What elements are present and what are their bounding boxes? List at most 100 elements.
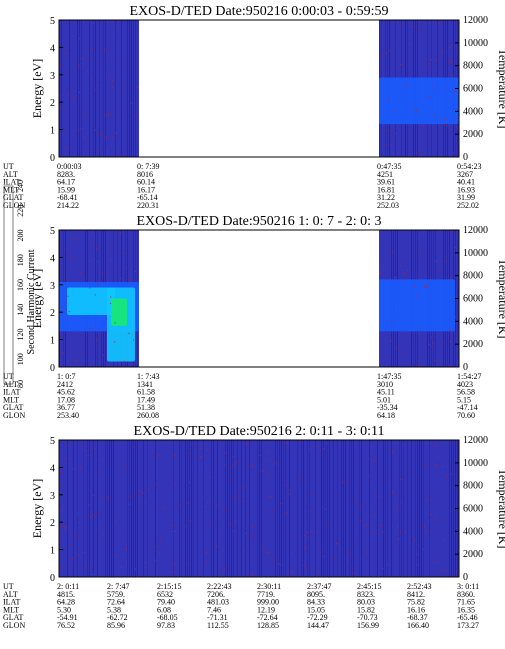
heatmap-speckle <box>151 451 153 453</box>
y2-axis-label: Temperature [K] <box>496 258 505 338</box>
heatmap-stripe <box>387 440 388 577</box>
heatmap-stripe <box>227 440 228 577</box>
table-cell: 1: 7:43 <box>137 372 159 381</box>
table-cell: 4023 <box>457 380 473 389</box>
heatmap-speckle <box>62 473 64 475</box>
heatmap-speckle <box>327 524 329 526</box>
heatmap-stripe <box>131 20 132 157</box>
heatmap-speckle <box>74 90 76 92</box>
heatmap-stripe <box>89 440 90 577</box>
heatmap-speckle <box>80 467 82 469</box>
heatmap-stripe <box>113 440 114 577</box>
table-cell: 8412. <box>407 590 425 599</box>
heatmap-speckle <box>311 494 313 496</box>
heatmap-speckle <box>426 464 428 466</box>
heatmap-speckle <box>433 561 435 563</box>
heatmap-speckle <box>95 472 97 474</box>
heatmap-stripe <box>77 440 78 577</box>
y2-tick-label: 10000 <box>463 458 488 469</box>
table-row-label: ILAT <box>3 598 20 607</box>
heatmap-speckle <box>96 85 98 87</box>
heatmap-stripe <box>323 440 324 577</box>
heatmap-speckle <box>112 80 114 82</box>
heatmap-speckle <box>325 508 326 510</box>
table-cell: 7719. <box>257 590 275 599</box>
heatmap-stripe <box>87 440 88 577</box>
heatmap-speckle <box>94 89 96 91</box>
heatmap-stripe <box>237 440 238 577</box>
y2-tick-label: 6000 <box>463 504 483 515</box>
heatmap-speckle <box>424 286 425 288</box>
heatmap-stripe <box>423 440 424 577</box>
table-cell: 8016 <box>137 170 153 179</box>
table-cell: 51.38 <box>137 403 155 412</box>
table-cell: 64.28 <box>57 598 75 607</box>
heatmap-speckle <box>172 530 174 532</box>
table-cell: 16.35 <box>457 605 475 614</box>
heatmap-speckle <box>123 465 125 467</box>
heatmap-stripe <box>135 440 136 577</box>
table-row-label: UT <box>3 162 14 171</box>
table-cell: 17.08 <box>57 395 75 404</box>
heatmap-speckle <box>110 302 112 304</box>
table-cell: 31.22 <box>377 193 395 202</box>
heatmap-speckle <box>456 571 458 573</box>
heatmap-speckle <box>69 257 71 259</box>
heatmap-speckle <box>60 107 62 108</box>
heatmap-speckle <box>71 543 73 545</box>
heatmap-speckle <box>275 461 277 463</box>
heatmap-speckle <box>252 525 254 527</box>
table-cell: 112.55 <box>207 621 229 630</box>
table-cell: 5.30 <box>57 605 71 614</box>
heatmap-speckle <box>453 328 454 330</box>
heatmap-stripe <box>419 440 420 577</box>
table-cell: 45.62 <box>57 388 75 397</box>
heatmap-speckle <box>412 351 414 353</box>
heatmap-speckle <box>91 231 93 233</box>
heatmap-speckle <box>114 322 116 324</box>
heatmap-speckle <box>97 149 99 151</box>
heatmap-speckle <box>423 526 425 528</box>
table-cell: 214.22 <box>57 201 79 210</box>
heatmap-speckle <box>91 78 93 80</box>
table-cell: 45.11 <box>377 388 395 397</box>
heatmap-speckle <box>114 555 116 557</box>
colorbar-tick-label: 160 <box>16 279 25 291</box>
heatmap-speckle <box>99 132 101 134</box>
heatmap <box>59 230 459 367</box>
heatmap-speckle <box>124 252 126 254</box>
heatmap-speckle <box>441 248 443 250</box>
heatmap-speckle <box>142 492 144 494</box>
heatmap-speckle <box>405 515 407 517</box>
heatmap-speckle <box>326 442 328 444</box>
table-cell: 156.99 <box>357 621 379 630</box>
heatmap-stripe <box>133 20 134 157</box>
heatmap-speckle <box>123 360 125 362</box>
table-cell: 72.64 <box>107 598 125 607</box>
heatmap-speckle <box>103 354 105 356</box>
heatmap-stripe <box>315 440 316 577</box>
table-cell: 40.41 <box>457 178 475 187</box>
heatmap-speckle <box>72 558 74 559</box>
heatmap-speckle <box>261 470 263 472</box>
heatmap-speckle <box>449 313 451 315</box>
heatmap-speckle <box>101 273 103 274</box>
heatmap-speckle <box>288 493 290 495</box>
heatmap-speckle <box>74 97 75 99</box>
heatmap-stripe <box>279 440 280 577</box>
y-tick-label: 0 <box>50 573 55 584</box>
heatmap-speckle <box>434 115 436 117</box>
table-cell: 56.58 <box>457 388 475 397</box>
heatmap-speckle <box>65 53 67 55</box>
heatmap-speckle <box>306 532 308 533</box>
heatmap-speckle <box>242 501 244 502</box>
heatmap-speckle <box>379 271 381 273</box>
heatmap-speckle <box>390 340 392 342</box>
heatmap-speckle <box>293 536 295 538</box>
table-cell: 128.85 <box>257 621 279 630</box>
y2-tick-label: 2000 <box>463 549 483 560</box>
table-cell: 5.38 <box>107 605 121 614</box>
heatmap-speckle <box>449 61 451 63</box>
heatmap-speckle <box>175 531 177 532</box>
